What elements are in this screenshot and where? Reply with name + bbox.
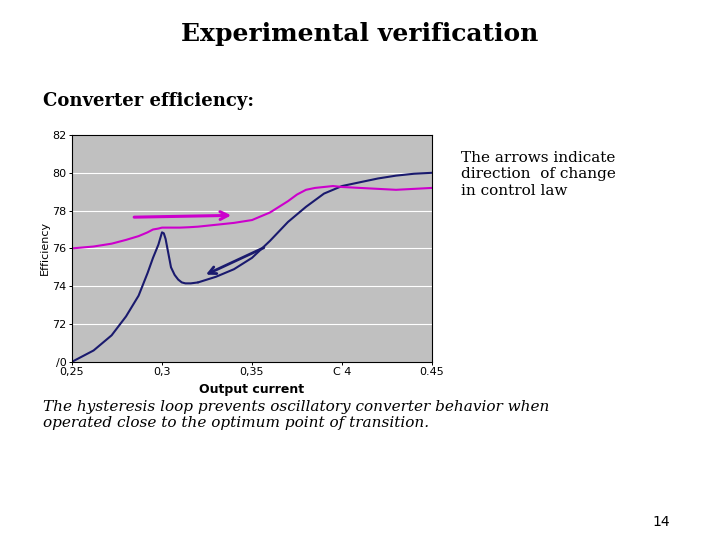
Y-axis label: Efficiency: Efficiency [40, 221, 50, 275]
Text: The arrows indicate
direction  of change
in control law: The arrows indicate direction of change … [461, 151, 616, 198]
Text: The hysteresis loop prevents oscillatory converter behavior when
operated close : The hysteresis loop prevents oscillatory… [43, 400, 549, 430]
Text: Converter efficiency:: Converter efficiency: [43, 92, 254, 110]
Text: 14: 14 [652, 515, 670, 529]
X-axis label: Output current: Output current [199, 383, 305, 396]
Text: Experimental verification: Experimental verification [181, 22, 539, 45]
